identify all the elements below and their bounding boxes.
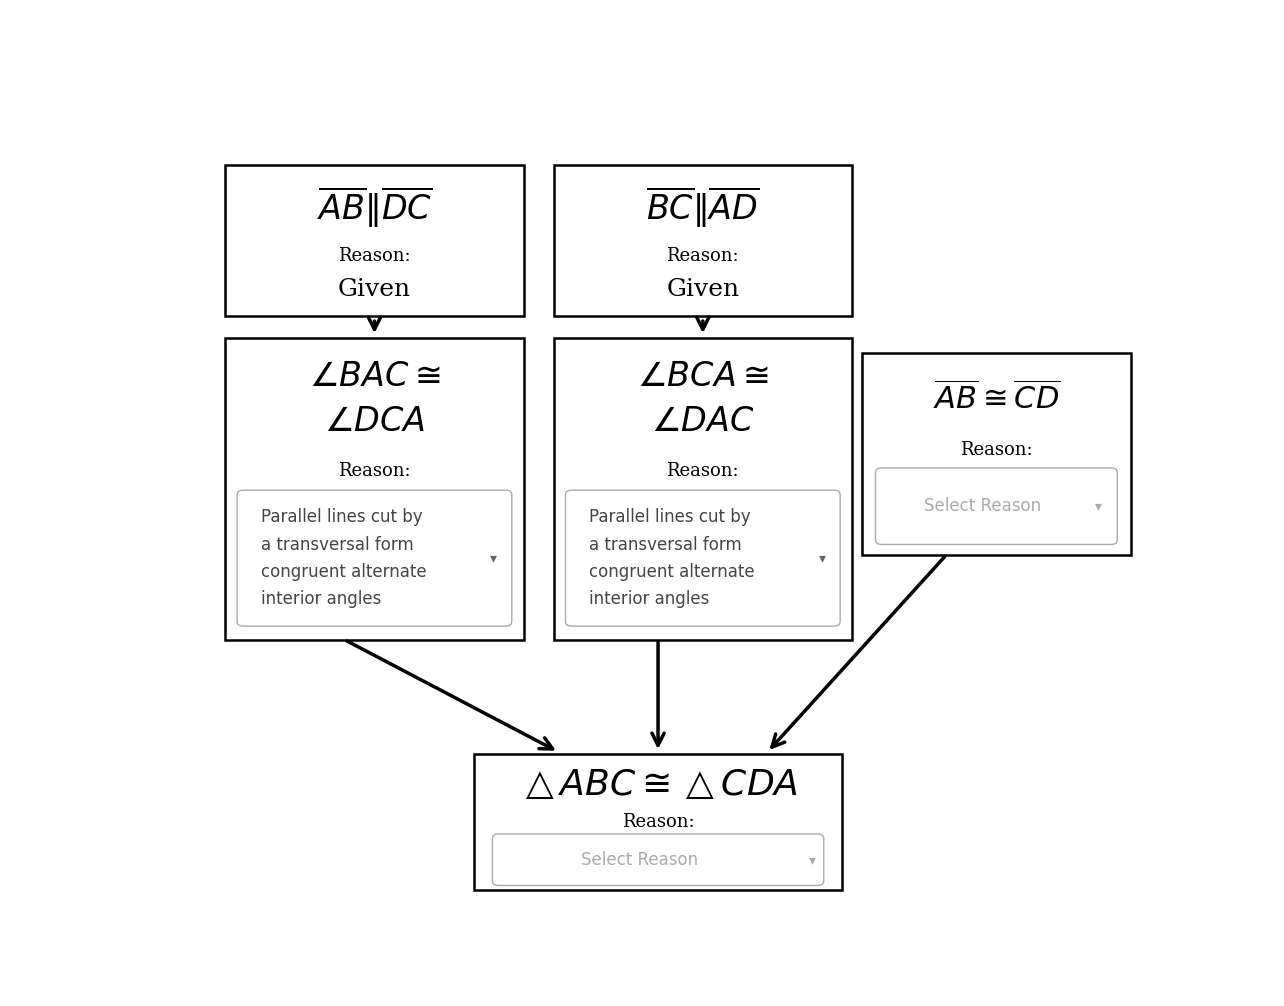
Bar <box>225 338 524 640</box>
Text: $\angle DCA$: $\angle DCA$ <box>324 406 425 439</box>
Text: Select Reason: Select Reason <box>582 851 698 869</box>
FancyBboxPatch shape <box>565 490 840 626</box>
Text: $\overline{AB} \cong \overline{CD}$: $\overline{AB} \cong \overline{CD}$ <box>932 382 1061 416</box>
Text: Given: Given <box>338 278 411 301</box>
Text: $\angle BAC \cong$: $\angle BAC \cong$ <box>308 361 440 393</box>
Bar <box>474 753 842 889</box>
Text: interior angles: interior angles <box>589 590 710 608</box>
Text: Reason:: Reason: <box>960 441 1032 459</box>
FancyBboxPatch shape <box>492 834 824 885</box>
Bar <box>225 165 524 316</box>
Text: Parallel lines cut by: Parallel lines cut by <box>589 508 751 526</box>
Text: a transversal form: a transversal form <box>261 535 413 553</box>
Text: congruent alternate: congruent alternate <box>589 562 755 580</box>
Text: ▾: ▾ <box>490 551 497 565</box>
Text: Reason:: Reason: <box>338 246 411 265</box>
Bar <box>862 353 1131 554</box>
FancyBboxPatch shape <box>876 468 1117 544</box>
Text: congruent alternate: congruent alternate <box>261 562 426 580</box>
Text: Given: Given <box>666 278 740 301</box>
Text: ▾: ▾ <box>809 853 817 867</box>
Text: Select Reason: Select Reason <box>924 497 1041 515</box>
Text: $\triangle ABC \cong \triangle CDA$: $\triangle ABC \cong \triangle CDA$ <box>517 769 799 802</box>
Text: $\overline{BC} \| \overline{AD}$: $\overline{BC} \| \overline{AD}$ <box>646 185 760 230</box>
Text: Parallel lines cut by: Parallel lines cut by <box>261 508 422 526</box>
Text: $\angle DAC$: $\angle DAC$ <box>651 406 755 439</box>
Bar <box>553 338 853 640</box>
Text: ▾: ▾ <box>819 551 826 565</box>
Text: interior angles: interior angles <box>261 590 381 608</box>
Text: $\overline{AB} \| \overline{DC}$: $\overline{AB} \| \overline{DC}$ <box>317 185 431 230</box>
Text: ▾: ▾ <box>1095 499 1102 513</box>
Text: a transversal form: a transversal form <box>589 535 742 553</box>
Text: $\angle BCA \cong$: $\angle BCA \cong$ <box>637 361 769 393</box>
FancyBboxPatch shape <box>238 490 512 626</box>
Text: Reason:: Reason: <box>621 813 695 831</box>
Bar <box>553 165 853 316</box>
Text: Reason:: Reason: <box>666 246 740 265</box>
Text: Reason:: Reason: <box>338 462 411 480</box>
Text: Reason:: Reason: <box>666 462 740 480</box>
